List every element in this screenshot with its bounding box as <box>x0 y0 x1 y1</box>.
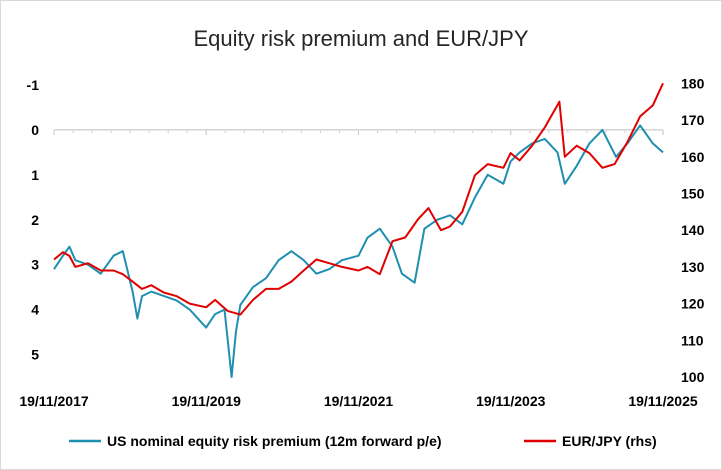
y-right-tick-label: 150 <box>681 185 705 201</box>
axes: 19/11/2017 19/11/2019 19/11/2021 19/11/2023… <box>19 75 704 409</box>
y-left-tick-label: 2 <box>31 212 39 228</box>
y-right-tick-label: 140 <box>681 222 705 238</box>
y-right-tick-label: 110 <box>681 332 704 348</box>
y-left-tick-label: 5 <box>31 347 39 363</box>
y-right-tick-label: 160 <box>681 149 705 165</box>
y-left-tick-label: 0 <box>31 122 39 138</box>
y-left-tick-label: -1 <box>27 77 40 93</box>
legend-label-eurjpy: EUR/JPY (rhs) <box>562 433 657 449</box>
y-left-tick-label: 3 <box>31 257 39 273</box>
y-right-tick-label: 130 <box>681 259 705 275</box>
legend: US nominal equity risk premium (12m forw… <box>69 433 657 449</box>
y-right-tick-label: 120 <box>681 296 705 312</box>
chart-title: Equity risk premium and EUR/JPY <box>194 26 529 51</box>
series-line-eurjpy <box>53 82 664 316</box>
x-tick-label: 19/11/2021 <box>324 393 394 409</box>
y-left-tick-label: 1 <box>31 167 39 183</box>
y-right-tick-label: 180 <box>681 75 705 91</box>
y-left-tick-label: 4 <box>31 302 39 318</box>
y-right-tick-label: 170 <box>681 112 705 128</box>
series-layer <box>53 82 664 378</box>
x-tick-label: 19/11/2023 <box>476 393 546 409</box>
y-right-tick-label: 100 <box>681 369 705 385</box>
x-tick-label: 19/11/2017 <box>19 393 89 409</box>
series-line-equity-risk-premium <box>53 124 664 378</box>
x-tick-label: 19/11/2019 <box>172 393 242 409</box>
x-tick-label: 19/11/2025 <box>628 393 698 409</box>
legend-label-equity-risk-premium: US nominal equity risk premium (12m forw… <box>107 433 442 449</box>
